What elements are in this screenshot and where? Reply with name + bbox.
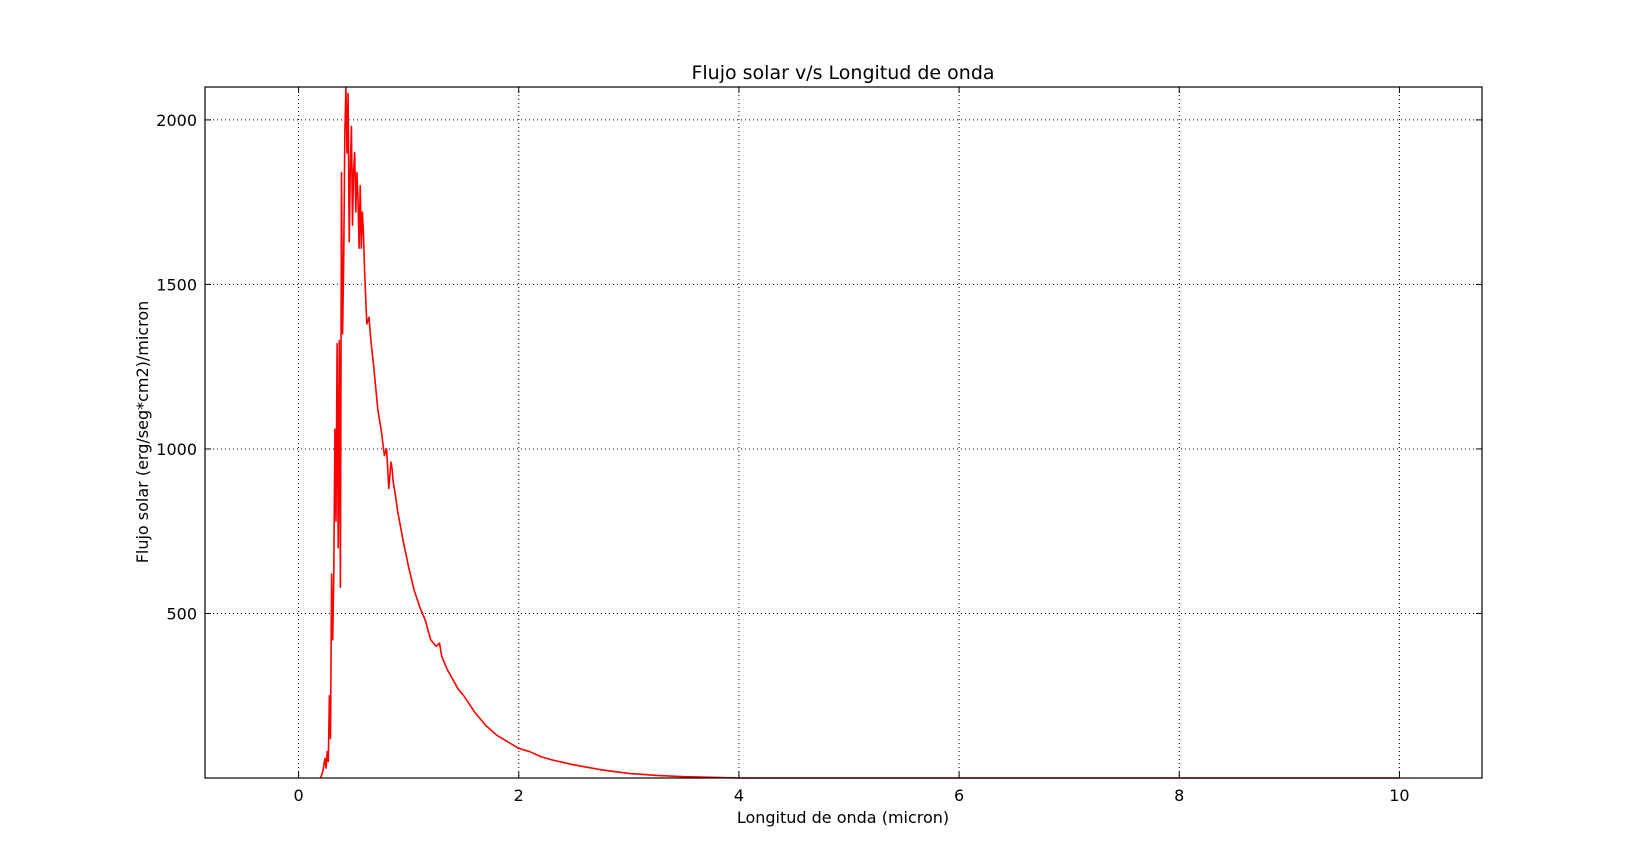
x-tick-label: 4 xyxy=(734,786,744,805)
axis-ticks xyxy=(205,87,1482,778)
x-tick-label: 2 xyxy=(514,786,524,805)
series-lines xyxy=(319,86,1400,779)
y-tick-label: 1500 xyxy=(156,275,197,294)
x-tick-label: 6 xyxy=(954,786,964,805)
chart-title: Flujo solar v/s Longitud de onda xyxy=(691,62,994,84)
x-tick-label: 8 xyxy=(1174,786,1184,805)
y-tick-labels: 500 1000 1500 2000 xyxy=(156,111,197,624)
series-line-solar-flux xyxy=(319,86,1400,779)
grid-lines xyxy=(205,87,1482,778)
x-tick-label: 10 xyxy=(1389,786,1409,805)
x-tick-label: 0 xyxy=(293,786,303,805)
y-tick-label: 1000 xyxy=(156,440,197,459)
y-tick-label: 500 xyxy=(166,604,197,623)
x-axis-label: Longitud de onda (micron) xyxy=(737,808,949,827)
x-tick-labels: 0 2 4 6 8 10 xyxy=(293,786,1409,805)
plot-frame xyxy=(204,86,1483,779)
y-tick-label: 2000 xyxy=(156,111,197,130)
y-axis-label: Flujo solar (erg/seg*cm2)/micron xyxy=(133,301,152,564)
